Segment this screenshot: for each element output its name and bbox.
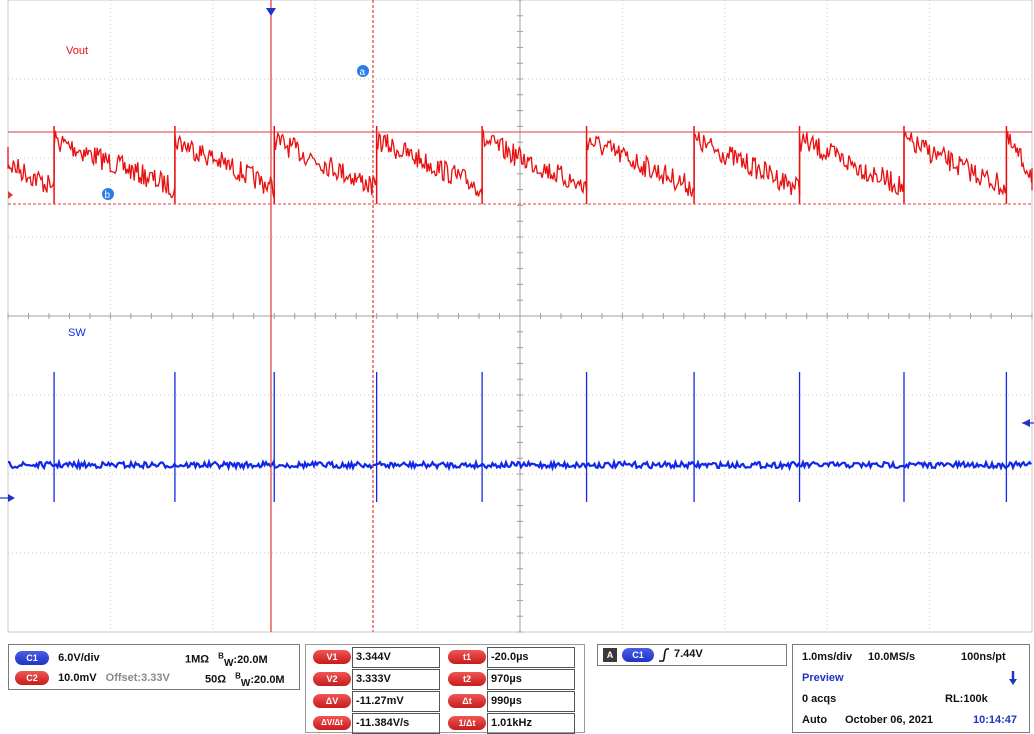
timebase: 1.0ms/div bbox=[802, 651, 853, 663]
v2-label: V2 bbox=[313, 672, 351, 686]
c1-bw-label: B bbox=[218, 651, 224, 660]
cursor-b-label: b bbox=[105, 190, 111, 201]
arrow-down-icon[interactable] bbox=[1008, 670, 1018, 686]
t2-label: t2 bbox=[448, 672, 486, 686]
c2-row[interactable]: C2 10.0mV Offset:3.33V bbox=[15, 671, 170, 685]
c2-scale: 10.0mV bbox=[58, 672, 97, 684]
dv-value: -11.27mV bbox=[352, 691, 440, 712]
acquisition-count: 0 acqs bbox=[802, 693, 837, 705]
trigger-mode: Auto bbox=[802, 714, 828, 726]
c1-scale: 6.0V/div bbox=[58, 652, 100, 664]
sample-rate: 10.0MS/s bbox=[868, 651, 916, 663]
sw-ground-marker bbox=[8, 494, 15, 502]
c1-impedance-row: 1MΩ BW:20.0M bbox=[185, 651, 268, 669]
cursor-a-label: a bbox=[360, 67, 366, 78]
c2-impedance: 50Ω bbox=[205, 673, 227, 686]
c2-offset: Offset:3.33V bbox=[105, 672, 170, 684]
dvdt-label: ΔV/Δt bbox=[313, 716, 351, 730]
vout-trace bbox=[7, 129, 1033, 199]
trigger-box[interactable]: A C1 7.44V bbox=[597, 644, 787, 666]
c2-bw-label: B bbox=[235, 671, 241, 680]
vout-label: Vout bbox=[66, 45, 88, 57]
c2-badge[interactable]: C2 bbox=[15, 671, 49, 685]
trigger-channel-badge[interactable]: C1 bbox=[622, 648, 654, 662]
graticule bbox=[7, 0, 1033, 633]
c1-badge[interactable]: C1 bbox=[15, 651, 49, 665]
resolution: 100ns/pt bbox=[961, 651, 1006, 663]
c2-bw-value: :20.0M bbox=[250, 673, 285, 686]
channel-settings-box[interactable]: C1 6.0V/div 1MΩ BW:20.0M C2 10.0mV Offse… bbox=[8, 644, 300, 690]
c1-bw-sub: W bbox=[223, 657, 234, 669]
record-length: RL:100k bbox=[945, 693, 988, 705]
trigger-position-marker bbox=[266, 8, 276, 16]
trigger-mode-badge[interactable]: A bbox=[603, 648, 617, 662]
dvdt-value: -11.384V/s bbox=[352, 713, 440, 734]
vout-reference-marker bbox=[8, 191, 13, 199]
v2-value: 3.333V bbox=[352, 669, 440, 690]
t1-value: -20.0µs bbox=[487, 647, 575, 668]
c1-impedance: 1MΩ bbox=[185, 653, 210, 666]
t2-value: 970µs bbox=[487, 669, 575, 690]
capture-time: 10:14:47 bbox=[973, 714, 1018, 726]
cursor-a-marker bbox=[357, 65, 369, 77]
acquisition-state: Preview bbox=[802, 672, 844, 684]
inv-dt-label: 1/Δt bbox=[448, 716, 486, 730]
rising-edge-icon bbox=[659, 648, 669, 662]
inv-dt-value: 1.01kHz bbox=[487, 713, 575, 734]
status-panel: C1 6.0V/div 1MΩ BW:20.0M C2 10.0mV Offse… bbox=[0, 637, 1034, 734]
dv-label: ΔV bbox=[313, 694, 351, 708]
t1-label: t1 bbox=[448, 650, 486, 664]
c1-bw-value: :20.0M bbox=[233, 653, 268, 666]
c2-bw-sub: W bbox=[240, 677, 251, 689]
sw-label: SW bbox=[68, 327, 86, 339]
traces bbox=[7, 126, 1033, 502]
c2-impedance-row: 50Ω BW:20.0M bbox=[205, 671, 285, 689]
sw-trace bbox=[7, 457, 1032, 472]
v1-label: V1 bbox=[313, 650, 351, 664]
acquisition-box[interactable]: 1.0ms/div 10.0MS/s 100ns/pt Preview 0 ac… bbox=[792, 644, 1030, 733]
dt-label: Δt bbox=[448, 694, 486, 708]
capture-date: October 06, 2021 bbox=[845, 714, 934, 726]
trigger-level: 7.44V bbox=[674, 648, 703, 660]
c1-row[interactable]: C1 6.0V/div bbox=[15, 651, 100, 665]
cursor-b-marker bbox=[102, 188, 114, 200]
dt-value: 990µs bbox=[487, 691, 575, 712]
trace-labels: Vout SW a b bbox=[66, 45, 369, 339]
cursors bbox=[0, 0, 1034, 632]
cursor-measurements-box[interactable]: V1 3.344V V2 3.333V ΔV -11.27mV ΔV/Δt -1… bbox=[305, 644, 585, 734]
v1-value: 3.344V bbox=[352, 647, 440, 668]
